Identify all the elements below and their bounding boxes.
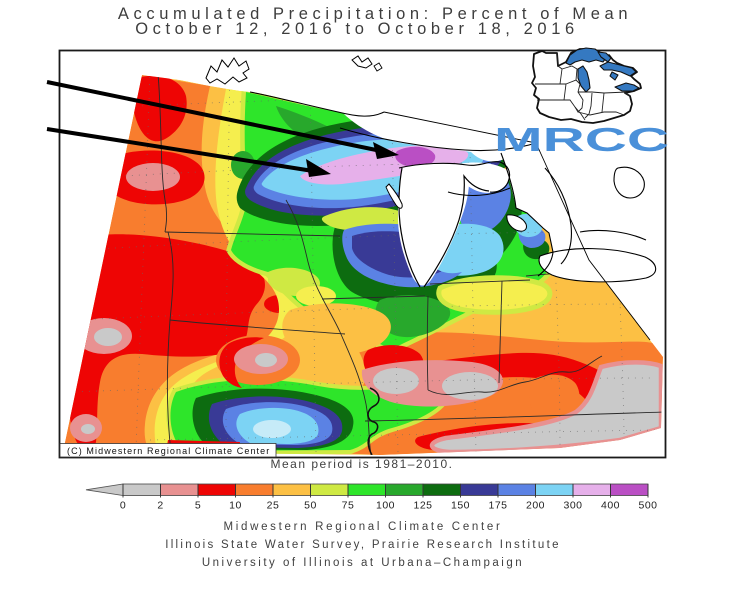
svg-text:50: 50 (304, 500, 317, 512)
svg-text:25: 25 (267, 500, 280, 512)
svg-text:2: 2 (157, 500, 163, 512)
svg-text:150: 150 (451, 500, 470, 512)
svg-text:125: 125 (413, 500, 432, 512)
svg-text:100: 100 (376, 500, 395, 512)
svg-text:400: 400 (601, 500, 620, 512)
svg-text:75: 75 (342, 500, 355, 512)
svg-text:10: 10 (229, 500, 242, 512)
svg-text:175: 175 (488, 500, 507, 512)
svg-text:500: 500 (638, 500, 657, 512)
svg-text:300: 300 (563, 500, 582, 512)
svg-text:5: 5 (195, 500, 201, 512)
svg-text:200: 200 (526, 500, 545, 512)
svg-text:0: 0 (120, 500, 126, 512)
svg-text:(C) Midwestern Regional Climat: (C) Midwestern Regional Climate Center (67, 446, 270, 456)
svg-text:MRCC: MRCC (494, 121, 669, 158)
